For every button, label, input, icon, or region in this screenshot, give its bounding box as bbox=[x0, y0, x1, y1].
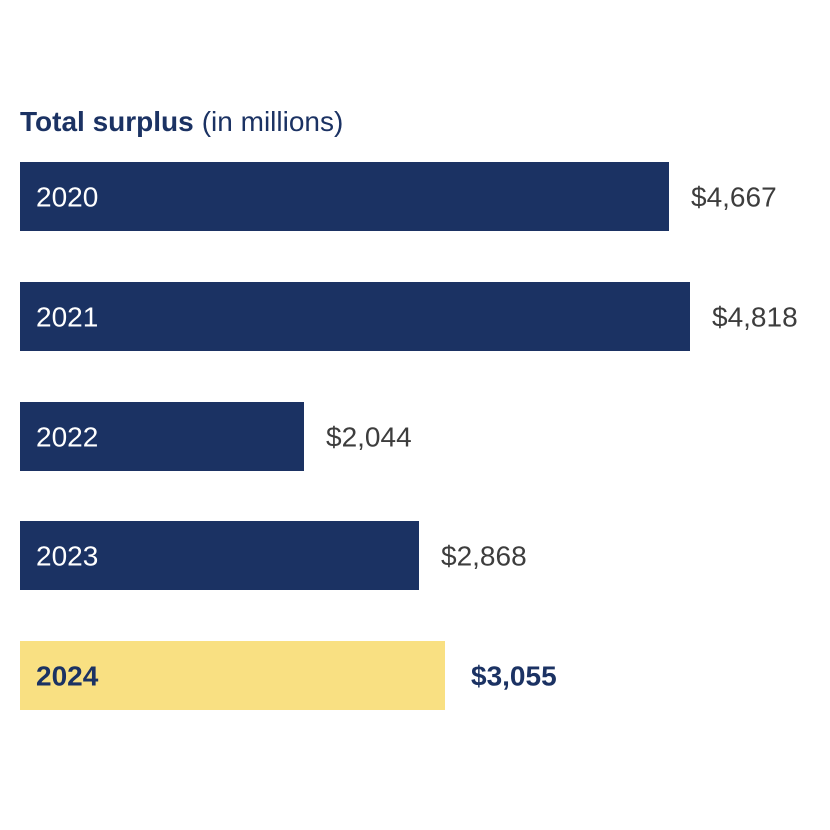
bar-value-2021: $4,818 bbox=[712, 302, 798, 333]
bars-group: 2020 $4,667 2021 $4,818 2022 $2,044 2023 $2,868… bbox=[20, 162, 798, 710]
chart-title-unit: (in millions) bbox=[202, 106, 344, 137]
bar-label-2020: 2020 bbox=[36, 182, 98, 213]
bar-2021 bbox=[20, 282, 690, 351]
bar-label-2024: 2024 bbox=[36, 661, 99, 692]
bar-label-2021: 2021 bbox=[36, 302, 98, 333]
chart-title: Total surplus (in millions) bbox=[20, 106, 343, 137]
bar-2020 bbox=[20, 162, 669, 231]
bar-2022 bbox=[20, 402, 304, 471]
bar-value-2024: $3,055 bbox=[471, 661, 557, 692]
bar-label-2023: 2023 bbox=[36, 541, 98, 572]
bar-label-2022: 2022 bbox=[36, 422, 98, 453]
bar-value-2022: $2,044 bbox=[326, 422, 412, 453]
bar-2024 bbox=[20, 641, 445, 710]
bar-value-2023: $2,868 bbox=[441, 541, 527, 572]
bar-value-2020: $4,667 bbox=[691, 182, 777, 213]
chart-title-main: Total surplus bbox=[20, 106, 194, 137]
bar-2023 bbox=[20, 521, 419, 590]
